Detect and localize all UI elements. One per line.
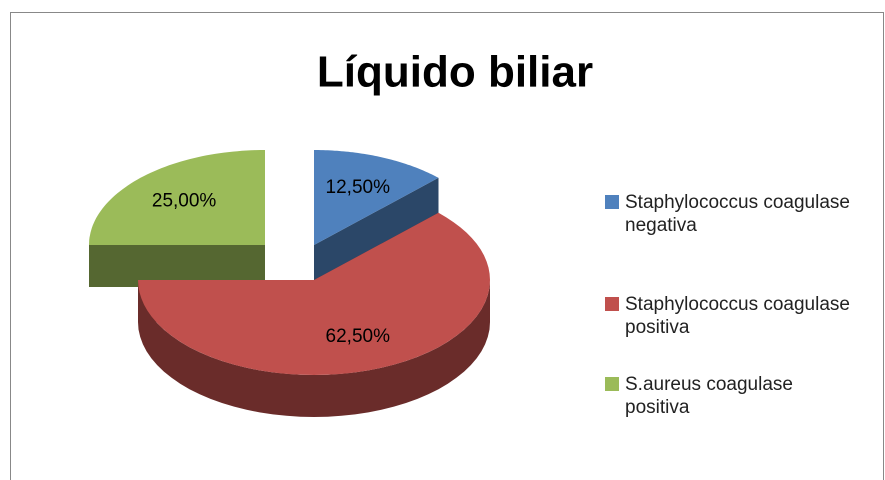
slice: [89, 150, 265, 245]
legend-item: Staphylococcus coagulase negativa: [605, 191, 855, 237]
legend-label: Staphylococcus coagulase negativa: [625, 192, 850, 236]
chart-title: Líquido biliar: [317, 48, 593, 97]
legend-item: Staphylococcus coagulase positiva: [605, 293, 855, 339]
slice-wall: [138, 280, 490, 417]
data-label: 12,50%: [326, 177, 391, 198]
chart-border: [10, 12, 884, 480]
data-label: 25,00%: [152, 190, 217, 211]
legend-swatch: [605, 297, 619, 311]
legend-label: S.aureus coagulase positiva: [625, 374, 793, 418]
slice-side: [314, 177, 439, 287]
slice: [138, 212, 490, 375]
legend-item: S.aureus coagulase positiva: [605, 373, 855, 419]
legend-swatch: [605, 195, 619, 209]
legend-swatch: [605, 377, 619, 391]
slice: [314, 150, 439, 245]
legend-label: Staphylococcus coagulase positiva: [625, 294, 850, 338]
data-label: 62,50%: [326, 326, 391, 347]
slice-side: [89, 245, 265, 287]
